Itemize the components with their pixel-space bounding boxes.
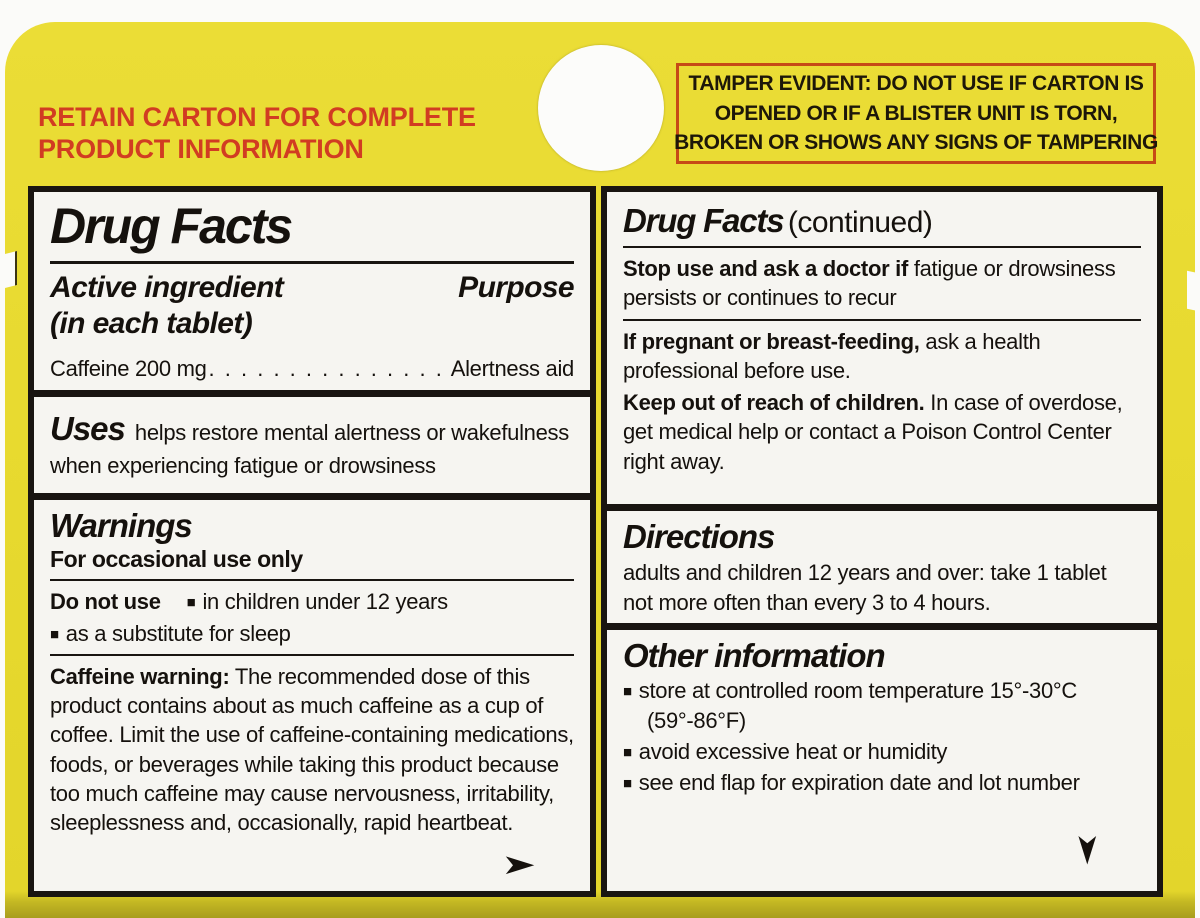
tamper-line-2: OPENED OR IF A BLISTER UNIT IS TORN,: [714, 101, 1118, 125]
uses-section: Uses helps restore mental alertness or wa…: [34, 397, 590, 493]
do-not-use-line: ■ as a substitute for sleep: [50, 619, 574, 648]
pregnant-paragraph: If pregnant or breast-feeding, ask a hea…: [623, 327, 1141, 386]
carton-back-panel: RETAIN CARTON FOR COMPLETE PRODUCT INFOR…: [1, 22, 1199, 918]
other-information-section: Other information ■ store at controlled r…: [607, 630, 1157, 891]
divider: [50, 579, 574, 582]
active-ingredient-heading: Active ingredient: [50, 270, 284, 304]
hang-hole: [538, 45, 664, 171]
other-info-text: avoid excessive heat or humidity: [638, 738, 948, 764]
retain-line-1: RETAIN CARTON FOR COMPLETE: [38, 102, 476, 132]
drug-facts-panel: Drug Facts Active ingredient Purpose (in…: [28, 186, 596, 897]
do-not-use-item: as a substitute for sleep: [65, 620, 291, 646]
square-bullet-icon: ■: [623, 775, 632, 793]
active-ingredient-section: Drug Facts Active ingredient Purpose (in…: [34, 192, 590, 390]
other-info-text: see end flap for expiration date and lot…: [638, 770, 1080, 796]
uses-heading: Uses: [50, 410, 126, 447]
drug-facts-continued-title: Drug Facts: [623, 202, 785, 239]
occasional-use-note: For occasional use only: [50, 546, 303, 573]
divider: [50, 653, 574, 656]
directions-section: Directions adults and children 12 years …: [607, 511, 1157, 623]
drug-facts-continued-panel: Drug Facts (continued) Stop use and ask …: [601, 186, 1163, 897]
stop-use-lead: Stop use and ask a doctor if: [623, 256, 908, 281]
divider: [623, 246, 1141, 248]
continued-warnings-section: Drug Facts (continued) Stop use and ask …: [607, 192, 1157, 504]
ingredient-name: Caffeine 200 mg: [50, 355, 207, 381]
right-edge-notch: [1187, 270, 1199, 312]
tamper-line-3: BROKEN OR SHOWS ANY SIGNS OF TAMPERING: [674, 131, 1158, 155]
tamper-line-1: TAMPER EVIDENT: DO NOT USE IF CARTON IS: [688, 72, 1144, 96]
ingredient-purpose: Alertness aid: [450, 355, 575, 381]
other-info-item: ■ store at controlled room temperature 15…: [623, 676, 1141, 735]
other-information-heading: Other information: [623, 637, 886, 674]
keep-out-paragraph: Keep out of reach of children. In case o…: [623, 388, 1141, 476]
continued-label: (continued): [787, 206, 933, 239]
directions-heading: Directions: [623, 518, 775, 555]
dot-leader: . . . . . . . . . . . . . . . . . . . . …: [208, 355, 449, 381]
square-bullet-icon: ■: [186, 594, 196, 612]
purpose-heading: Purpose: [458, 270, 574, 304]
stop-use-text: fatigue or drowsiness persists or contin…: [623, 256, 1116, 311]
do-not-use-line: Do not use ■ in children under 12 years: [50, 587, 574, 616]
retain-line-2: PRODUCT INFORMATION: [38, 133, 364, 164]
other-info-item: ■ see end flap for expiration date and lo…: [623, 768, 1141, 797]
do-not-use-lead: Do not use: [50, 589, 161, 615]
caffeine-warning-paragraph: Caffeine warning: The recommended dose o…: [50, 662, 574, 838]
caffeine-warning-text: The recommended dose of this product con…: [50, 663, 574, 836]
keep-out-text: In case of overdose, get medical help or…: [623, 390, 1123, 474]
warnings-heading: Warnings: [50, 507, 193, 544]
tamper-evident-box: TAMPER EVIDENT: DO NOT USE IF CARTON IS …: [674, 63, 1158, 164]
caffeine-warning-lead: Caffeine warning:: [50, 663, 230, 689]
continued-right-arrow-icon: ➤: [500, 849, 536, 880]
other-info-item: ■ avoid excessive heat or humidity: [623, 737, 1141, 766]
square-bullet-icon: ■: [50, 625, 59, 643]
retain-carton-note: RETAIN CARTON FOR COMPLETE PRODUCT INFOR…: [38, 102, 476, 166]
ingredient-row: Caffeine 200 mg . . . . . . . . . . . . …: [50, 354, 574, 383]
square-bullet-icon: ■: [623, 743, 632, 761]
warnings-section: Warnings For occasional use only Do not …: [34, 500, 590, 891]
divider: [623, 318, 1141, 321]
continued-down-arrow-icon: ➤: [1072, 831, 1104, 867]
in-each-tablet-subheading: (in each tablet): [50, 306, 253, 340]
do-not-use-item: in children under 12 years: [202, 589, 448, 615]
square-bullet-icon: ■: [623, 683, 632, 701]
left-edge-notch: [1, 251, 17, 289]
pregnant-lead: If pregnant or breast-feeding,: [623, 328, 920, 354]
drug-facts-title: Drug Facts: [50, 198, 293, 254]
other-info-text: store at controlled room temperature 15°…: [638, 678, 1078, 733]
keep-out-lead: Keep out of reach of children.: [623, 390, 925, 415]
uses-text: helps restore mental alertness or wakefu…: [50, 420, 569, 478]
directions-text: adults and children 12 years and over: t…: [623, 560, 1107, 615]
stop-use-paragraph: Stop use and ask a doctor if fatigue or …: [623, 254, 1141, 313]
pregnant-text: ask a health professional before use.: [623, 328, 1041, 383]
divider: [50, 260, 574, 264]
